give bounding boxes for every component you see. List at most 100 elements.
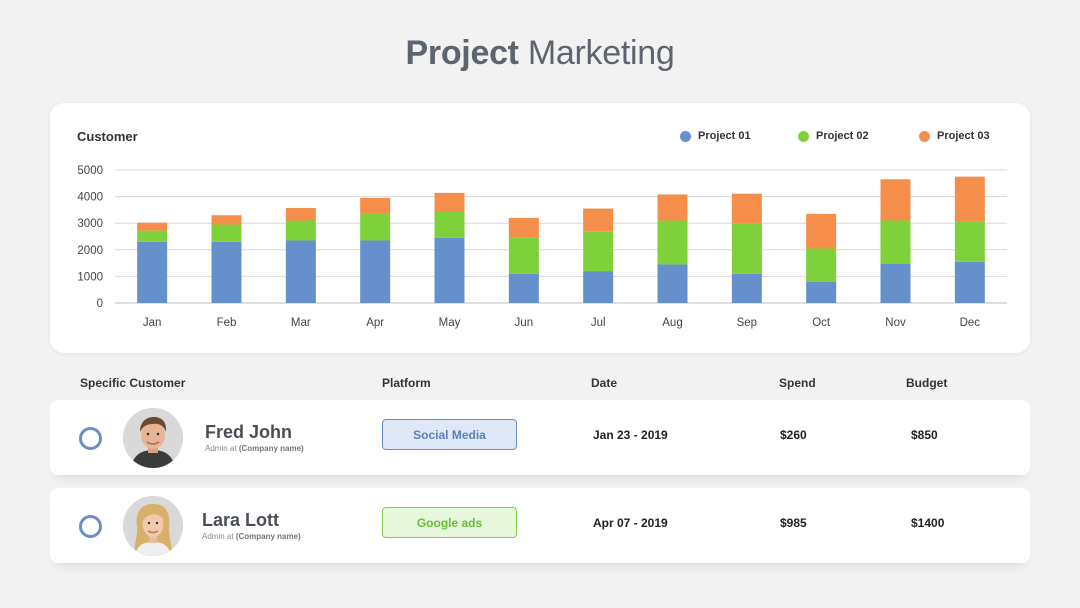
bar-project-03 bbox=[211, 215, 242, 225]
bar-project-01 bbox=[137, 241, 168, 303]
bar-project-01 bbox=[583, 271, 614, 303]
bar-project-01 bbox=[508, 273, 539, 303]
legend-label: Project 02 bbox=[816, 130, 869, 142]
x-tick-label: Jun bbox=[515, 317, 534, 329]
chart-title: Customer bbox=[77, 129, 138, 144]
spend-cell: $260 bbox=[780, 428, 807, 442]
header-spend: Spend bbox=[779, 376, 816, 390]
page-title: Project Marketing bbox=[0, 34, 1080, 73]
x-tick-label: Aug bbox=[662, 317, 682, 329]
bar-project-01 bbox=[360, 240, 391, 303]
bar-project-02 bbox=[731, 223, 762, 274]
role-text: Admin at bbox=[205, 444, 237, 453]
bar-project-01 bbox=[434, 237, 465, 303]
table-row[interactable]: Fred John Admin at (Company name) Social… bbox=[50, 400, 1030, 475]
table-header: Specific Customer Platform Date Spend Bu… bbox=[0, 376, 1080, 390]
bar-project-03 bbox=[806, 213, 837, 249]
avatar bbox=[123, 408, 183, 468]
header-date: Date bbox=[591, 376, 618, 390]
platform-badge[interactable]: Google ads bbox=[382, 507, 517, 538]
header-budget: Budget bbox=[906, 376, 948, 390]
budget-cell: $850 bbox=[911, 428, 938, 442]
x-tick-label: Mar bbox=[291, 317, 311, 329]
bar-project-02 bbox=[657, 220, 688, 265]
x-tick-label: Oct bbox=[812, 317, 831, 329]
table-row[interactable]: Lara Lott Admin at (Company name) Google… bbox=[50, 488, 1030, 563]
x-tick-label: Feb bbox=[217, 317, 237, 329]
bar-project-02 bbox=[137, 230, 168, 242]
customer-name: Fred John bbox=[205, 422, 293, 442]
bar-project-01 bbox=[285, 240, 316, 303]
bar-project-03 bbox=[137, 222, 168, 231]
title-bold: Project bbox=[405, 34, 519, 72]
bar-project-03 bbox=[285, 208, 316, 221]
x-tick-label: Apr bbox=[366, 317, 384, 329]
company-text: (Company name) bbox=[235, 532, 301, 541]
bar-project-02 bbox=[285, 220, 316, 241]
customer-role: Admin at (Company name) bbox=[205, 444, 304, 453]
role-text: Admin at bbox=[202, 532, 234, 541]
x-tick-label: Nov bbox=[885, 317, 906, 329]
bar-project-02 bbox=[434, 212, 465, 238]
header-customer: Specific Customer bbox=[80, 376, 186, 390]
chart-legend: Project 01 Project 02 Project 03 bbox=[50, 130, 1030, 146]
x-tick-label: Jul bbox=[591, 317, 606, 329]
x-tick-label: Sep bbox=[737, 317, 757, 329]
date-cell: Jan 23 - 2019 bbox=[593, 428, 668, 442]
chart-card: Customer Project 01 Project 02 Project 0… bbox=[50, 103, 1030, 353]
platform-badge[interactable]: Social Media bbox=[382, 419, 517, 450]
title-light: Marketing bbox=[527, 34, 675, 72]
bar-project-01 bbox=[657, 264, 688, 303]
customer-role: Admin at (Company name) bbox=[202, 532, 301, 541]
bar-project-03 bbox=[583, 208, 614, 232]
bar-project-03 bbox=[434, 192, 465, 213]
bar-project-01 bbox=[954, 261, 985, 303]
bar-project-03 bbox=[360, 197, 391, 214]
legend-item-project-01: Project 01 bbox=[680, 130, 751, 142]
legend-item-project-02: Project 02 bbox=[798, 130, 869, 142]
bar-project-02 bbox=[954, 221, 985, 262]
bar-project-01 bbox=[211, 241, 242, 303]
avatar-female-icon bbox=[123, 496, 183, 556]
company-text: (Company name) bbox=[238, 444, 304, 453]
bar-project-02 bbox=[583, 231, 614, 272]
y-tick-label: 0 bbox=[97, 298, 103, 310]
stacked-bar-chart: 5000 4000 3000 2000 1000 0 Jan Feb Mar Apr May Jun J… bbox=[77, 165, 1007, 329]
avatar bbox=[123, 496, 183, 556]
spend-cell: $985 bbox=[780, 516, 807, 530]
bar-project-03 bbox=[657, 194, 688, 221]
bar-project-02 bbox=[360, 213, 391, 241]
x-tick-label: May bbox=[439, 317, 461, 329]
legend-dot bbox=[680, 130, 691, 142]
bar-project-01 bbox=[880, 263, 911, 303]
y-tick-label: 2000 bbox=[77, 245, 103, 257]
select-radio[interactable] bbox=[79, 427, 102, 450]
y-tick-label: 4000 bbox=[77, 192, 103, 204]
header-platform: Platform bbox=[382, 376, 431, 390]
legend-dot bbox=[919, 130, 930, 142]
bar-project-03 bbox=[508, 217, 539, 238]
bar-project-03 bbox=[880, 179, 911, 221]
select-radio[interactable] bbox=[79, 515, 102, 538]
legend-dot bbox=[798, 130, 809, 142]
bar-project-01 bbox=[806, 281, 837, 303]
legend-label: Project 03 bbox=[937, 130, 990, 142]
bar-project-02 bbox=[211, 224, 242, 242]
y-tick-label: 1000 bbox=[77, 271, 103, 283]
legend-item-project-03: Project 03 bbox=[919, 130, 990, 142]
y-tick-label: 5000 bbox=[77, 165, 103, 177]
legend-label: Project 01 bbox=[698, 130, 751, 142]
bar-project-03 bbox=[731, 193, 762, 224]
avatar-male-icon bbox=[123, 408, 183, 468]
bar-project-02 bbox=[508, 237, 539, 274]
date-cell: Apr 07 - 2019 bbox=[593, 516, 668, 530]
y-tick-label: 3000 bbox=[77, 218, 103, 230]
budget-cell: $1400 bbox=[911, 516, 945, 530]
bar-project-02 bbox=[880, 220, 911, 264]
bar-project-02 bbox=[806, 248, 837, 282]
customer-name: Lara Lott bbox=[202, 510, 280, 530]
bar-project-03 bbox=[954, 176, 985, 222]
x-tick-label: Dec bbox=[960, 317, 981, 329]
bar-project-01 bbox=[731, 273, 762, 303]
x-tick-label: Jan bbox=[143, 317, 162, 329]
